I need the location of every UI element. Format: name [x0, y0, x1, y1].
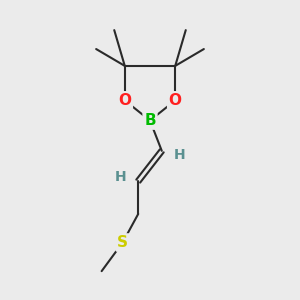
Text: H: H [174, 148, 185, 162]
Text: O: O [169, 93, 182, 108]
Text: O: O [118, 93, 131, 108]
Text: B: B [144, 113, 156, 128]
Text: H: H [115, 170, 126, 184]
Text: S: S [117, 235, 128, 250]
